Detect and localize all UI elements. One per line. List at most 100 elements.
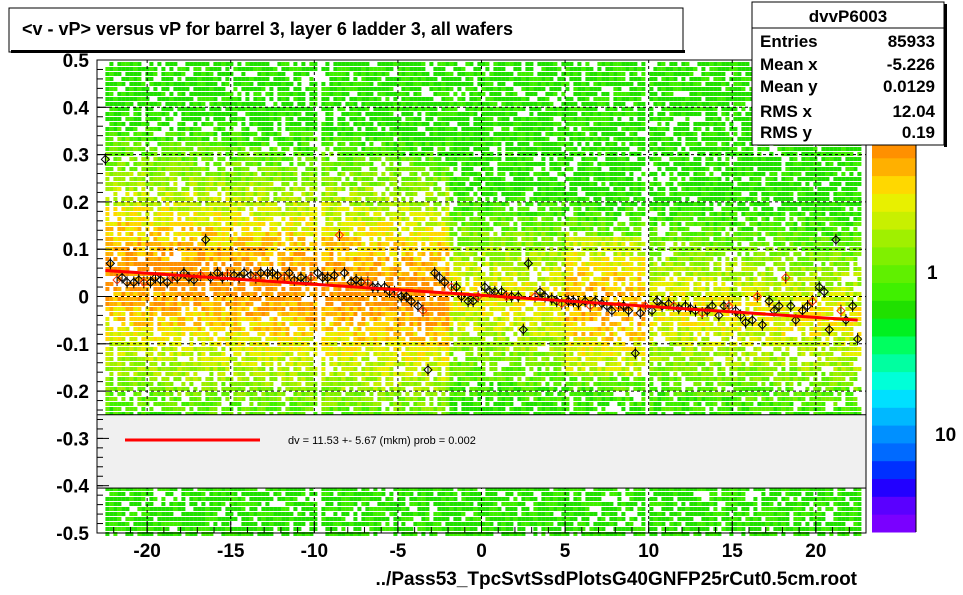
heat-cell [373,527,378,531]
heat-cell [289,337,294,341]
heat-cell [273,137,278,141]
heat-cell [377,377,382,381]
heat-cell [249,322,254,326]
heat-cell [373,97,378,101]
heat-cell [309,362,314,366]
heat-cell [177,202,182,206]
heat-cell [249,82,254,86]
heat-cell [145,117,150,121]
heat-cell [201,107,206,111]
heat-cell [293,167,298,171]
heat-cell [117,97,122,101]
heat-cell [121,122,126,126]
heat-cell [345,207,350,211]
heat-cell [269,67,274,71]
heat-cell [309,192,314,196]
heat-cell [225,302,230,306]
heat-cell [221,502,226,506]
heat-cell [129,377,134,381]
heat-cell [133,77,138,81]
heat-cell [361,317,366,321]
heat-cell [353,62,358,66]
heat-cell [105,382,110,386]
heat-cell [153,197,158,201]
heat-cell [197,352,202,356]
heat-cell [241,177,246,181]
heat-cell [249,527,254,531]
heat-cell [197,102,202,106]
heat-cell [345,257,350,261]
heat-cell [161,327,166,331]
heat-cell [325,212,330,216]
heat-cell [257,97,262,101]
heat-cell [349,497,354,501]
heat-cell [105,137,110,141]
heat-cell [169,207,174,211]
heat-cell [189,267,194,271]
heat-cell [201,512,206,516]
heat-cell [109,262,114,266]
heat-cell [229,497,234,501]
heat-cell [149,522,154,526]
heat-cell [105,97,110,101]
heat-cell [277,407,282,411]
heat-cell [141,207,146,211]
heat-cell [229,227,234,231]
heat-cell [313,207,318,211]
heat-cell [149,132,154,136]
heat-cell [225,492,230,496]
heat-cell [249,182,254,186]
heat-cell [389,307,394,311]
heat-cell [321,202,326,206]
heat-cell [193,302,198,306]
heat-cell [285,317,290,321]
heat-cell [237,177,242,181]
heat-cell [161,222,166,226]
heat-cell [389,147,394,151]
heat-cell [257,407,262,411]
heat-cell [285,232,290,236]
heat-cell [389,117,394,121]
heat-cell [285,362,290,366]
heat-cell [325,187,330,191]
heat-cell [301,242,306,246]
heat-cell [237,262,242,266]
heat-cell [357,67,362,71]
heat-cell [341,137,346,141]
heat-cell [209,527,214,531]
heat-cell [173,82,178,86]
heat-cell [113,72,118,76]
heat-cell [277,402,282,406]
heat-cell [237,387,242,391]
heat-cell [345,342,350,346]
heat-cell [145,92,150,96]
heat-cell [153,212,158,216]
heat-cell [249,117,254,121]
heat-cell [341,87,346,91]
heat-cell [341,367,346,371]
heat-cell [193,62,198,66]
heat-cell [173,237,178,241]
heat-cell [377,77,382,81]
heat-cell [341,242,346,246]
heat-cell [217,397,222,401]
heat-cell [297,222,302,226]
heat-cell [297,92,302,96]
heat-cell [113,97,118,101]
heat-cell [297,287,302,291]
heat-cell [249,392,254,396]
heat-cell [149,332,154,336]
heat-cell [361,307,366,311]
heat-cell [301,172,306,176]
heat-cell [217,87,222,91]
heat-cell [125,302,130,306]
heat-cell [229,202,234,206]
heat-cell [205,307,210,311]
heat-cell [165,112,170,116]
heat-cell [177,207,182,211]
heat-cell [177,282,182,286]
heat-cell [217,372,222,376]
heat-cell [285,177,290,181]
heat-cell [185,242,190,246]
heat-cell [277,332,282,336]
